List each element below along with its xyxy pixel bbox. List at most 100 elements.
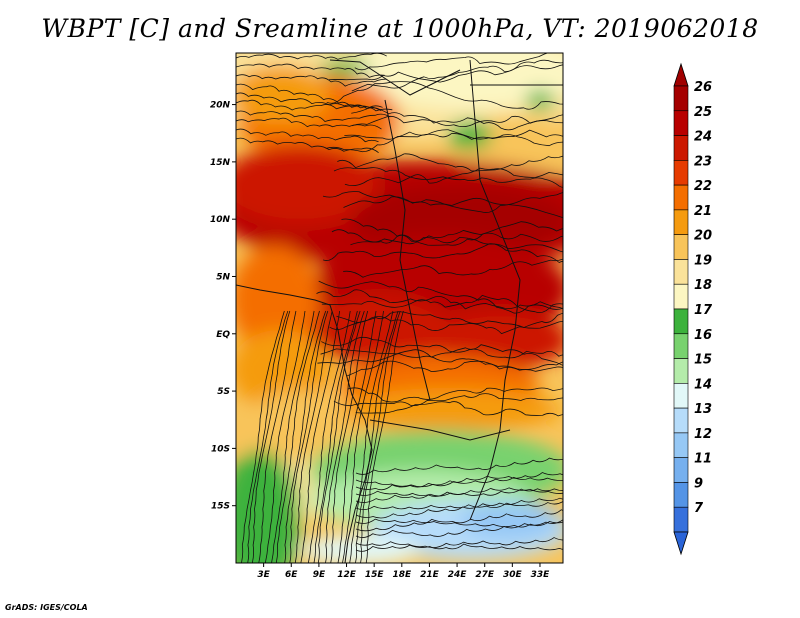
colorbar-bottom-tip (673, 531, 689, 556)
x-tick-label: 33E (531, 570, 551, 580)
colorbar-label: 22 (694, 179, 712, 194)
y-axis: 20N 15N 10N 5N EQ 5S 10S 15S (210, 101, 236, 512)
streamline (284, 310, 327, 563)
streamline (355, 476, 563, 488)
colorbar-label: 18 (694, 278, 712, 293)
streamline (351, 115, 563, 128)
y-tick-label: 10N (210, 215, 231, 225)
colorbar-swatch (673, 85, 689, 112)
colorbar-swatch (673, 308, 689, 335)
streamline (343, 196, 563, 219)
streamline (307, 310, 351, 563)
colorbar-swatch (673, 506, 689, 533)
colorbar-swatch (673, 135, 689, 161)
streamline (360, 310, 401, 563)
streamline (350, 236, 563, 253)
colorbar-label: 13 (694, 402, 712, 417)
streamline (236, 99, 382, 112)
colorbar-swatch (673, 407, 689, 434)
y-tick-label: 20N (210, 101, 231, 111)
streamline (258, 310, 297, 563)
streamline (342, 310, 384, 563)
streamline (325, 129, 563, 153)
streamline (331, 229, 563, 244)
x-tick-label: 15E (365, 570, 385, 580)
colorbar-swatch (673, 432, 689, 458)
streamline (236, 53, 387, 60)
streamline (300, 310, 341, 563)
x-tick-label: 6E (285, 570, 298, 580)
x-tick-label: 24E (448, 570, 468, 580)
y-tick-label: 15S (211, 502, 230, 512)
colorbar-label: 26 (694, 80, 712, 95)
streamline (337, 153, 563, 172)
streamline (321, 294, 563, 313)
streamline (241, 310, 285, 563)
colorbar-label: 12 (694, 427, 712, 442)
streamline (355, 457, 563, 475)
streamline (236, 128, 379, 143)
y-tick-label: EQ (216, 330, 230, 340)
streamline (351, 106, 563, 131)
streamline (236, 74, 387, 87)
x-tick-label: 30E (503, 570, 523, 580)
y-tick-label: 5N (216, 272, 230, 282)
colorbar-swatch (673, 283, 689, 310)
colorbar-swatch (673, 457, 689, 483)
streamline (236, 137, 379, 153)
streamline (317, 310, 361, 563)
y-tick-label: 15N (210, 158, 231, 168)
y-tick-label: 5S (217, 387, 230, 397)
x-tick-label: 9E (313, 570, 326, 580)
colorbar-label: 20 (694, 229, 712, 244)
x-tick-label: 21E (420, 570, 440, 580)
colorbar-label: 24 (694, 130, 712, 145)
streamline (317, 344, 563, 366)
colorbar-label: 21 (694, 204, 712, 219)
streamline (355, 488, 563, 503)
colorbar-swatch (673, 160, 689, 186)
streamline (333, 393, 563, 407)
streamline (330, 310, 369, 563)
streamline (347, 360, 563, 377)
streamline (355, 537, 563, 549)
streamline (326, 81, 563, 110)
streamline (355, 487, 563, 497)
streamline (344, 129, 563, 140)
streamline (355, 310, 399, 563)
streamline (355, 518, 563, 528)
colorbar-label: 7 (694, 501, 704, 516)
map-panel (236, 53, 563, 563)
colorbar-swatch (673, 110, 689, 136)
x-tick-label: 18E (392, 570, 412, 580)
y-tick-label: 10S (211, 444, 230, 454)
x-tick-label: 27E (475, 570, 495, 580)
streamline (318, 280, 563, 314)
streamline (355, 472, 563, 491)
streamline (355, 509, 563, 532)
colorbar-swatch (673, 259, 689, 285)
streamline (355, 401, 563, 417)
streamline (347, 387, 563, 403)
colorbar-swatch (673, 209, 689, 235)
x-tick-label: 3E (257, 570, 270, 580)
streamline (264, 310, 306, 563)
streamline (351, 59, 563, 92)
streamline (354, 53, 549, 71)
streamline (275, 310, 320, 563)
colorbar-label: 9 (694, 476, 703, 491)
streamline (251, 310, 291, 563)
streamline (316, 289, 563, 310)
footer-credit: GrADS: IGES/COLA (5, 603, 88, 612)
colorbar-label: 19 (694, 253, 712, 268)
streamline (236, 92, 393, 112)
streamline (355, 497, 563, 519)
streamline (365, 310, 404, 563)
colorbar-swatch (673, 234, 689, 260)
streamline (289, 310, 329, 563)
streamline (333, 167, 563, 188)
streamline (355, 543, 563, 552)
colorbar-swatch (673, 333, 689, 359)
streamline (320, 348, 563, 372)
